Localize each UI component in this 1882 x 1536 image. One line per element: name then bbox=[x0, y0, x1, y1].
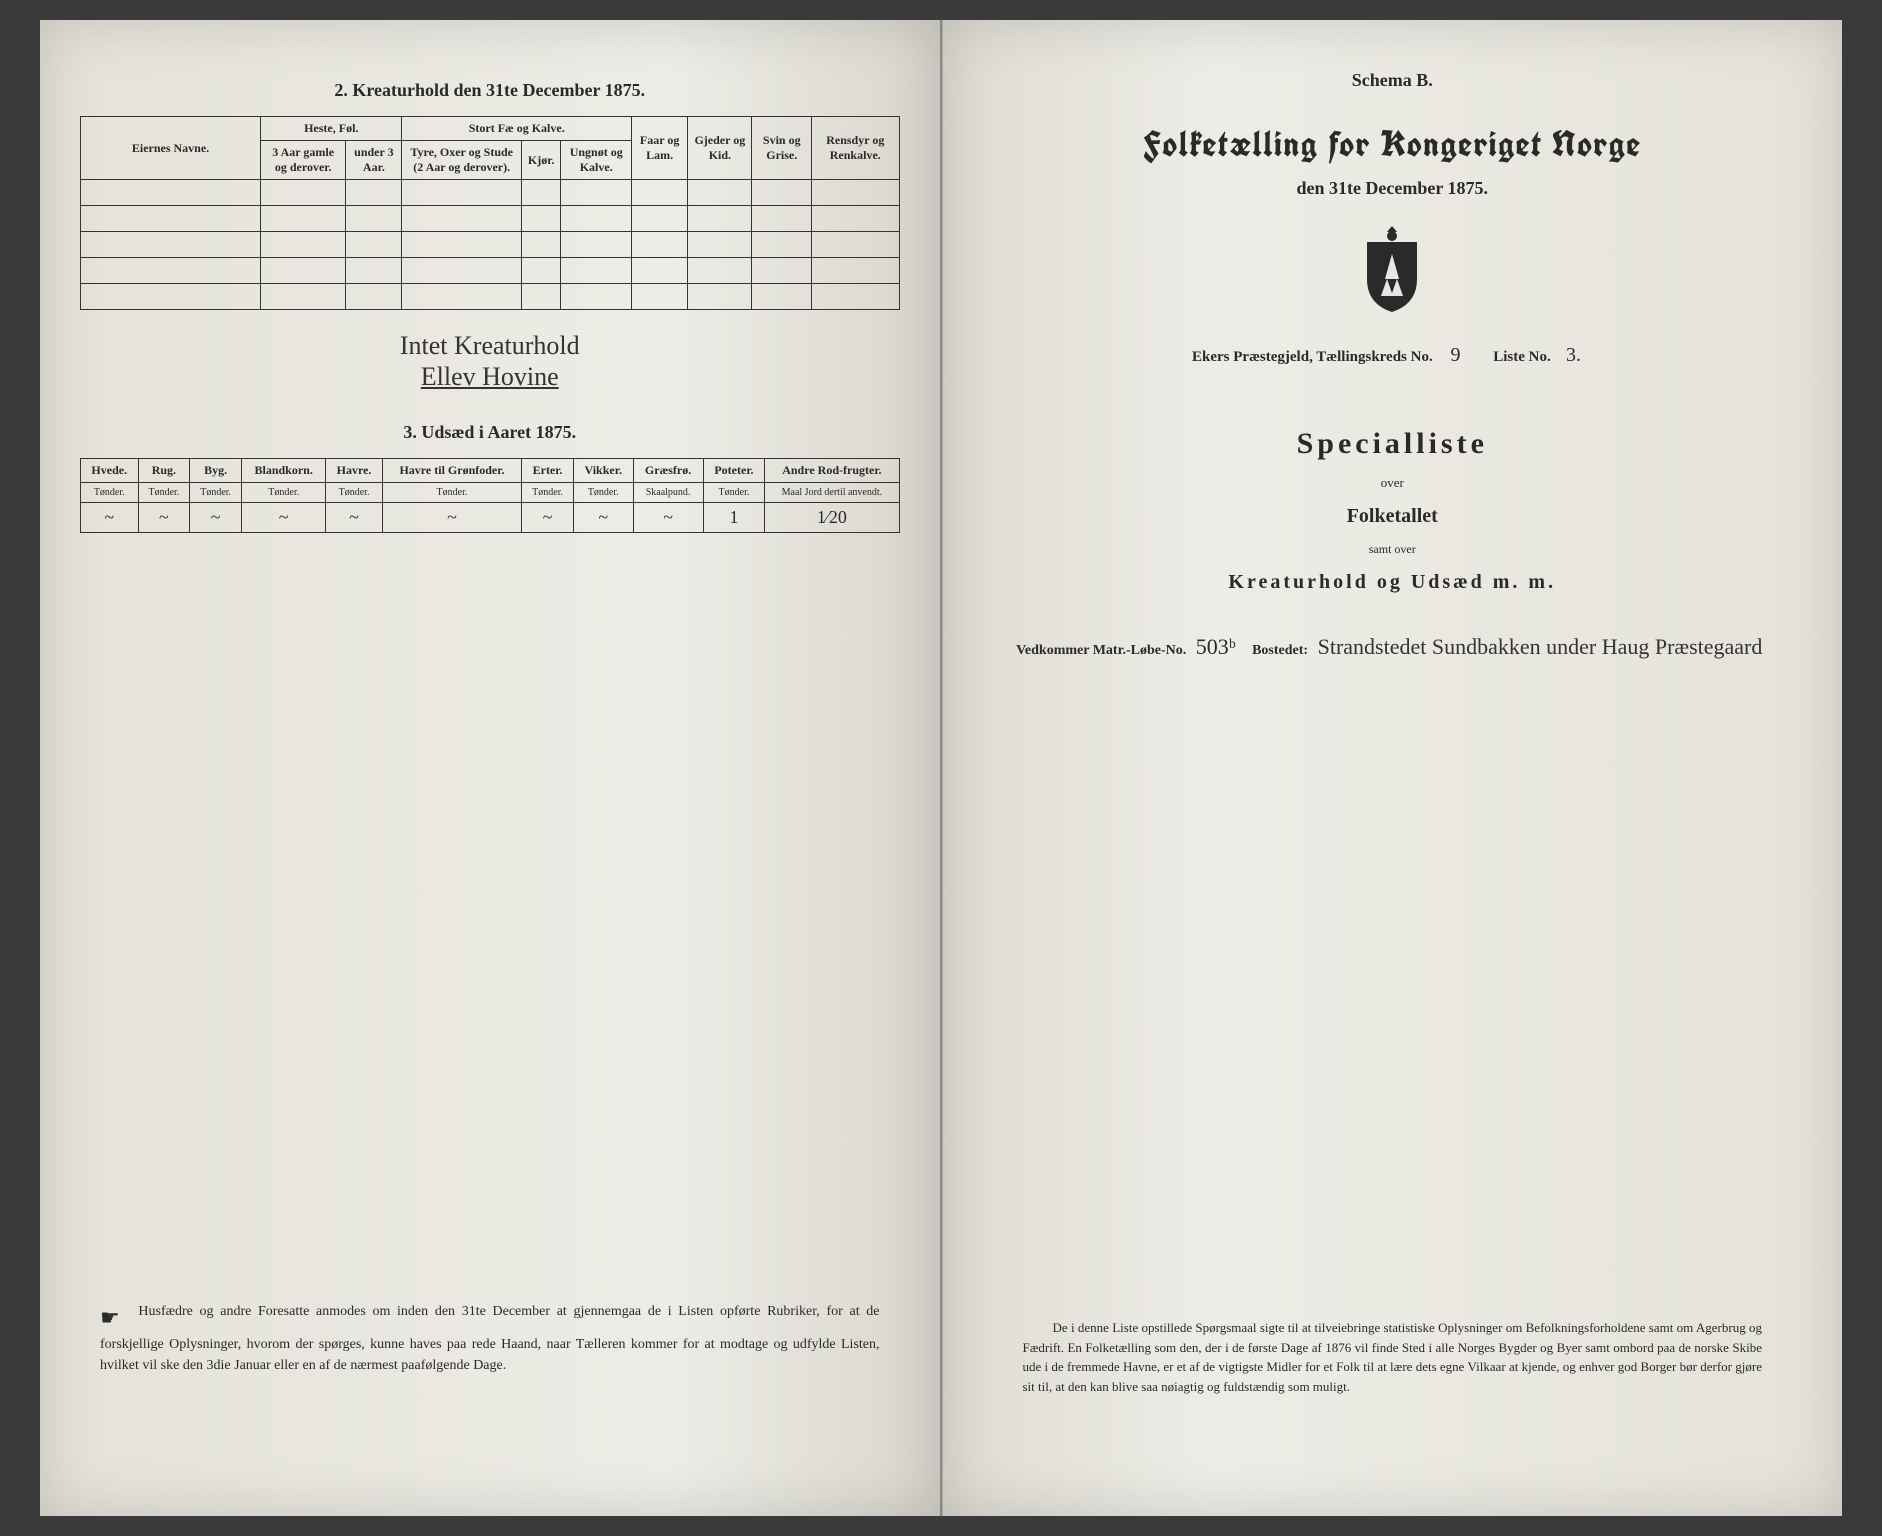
col-unit: Tønder. bbox=[703, 483, 765, 503]
sub-fe-b: Kjør. bbox=[521, 141, 561, 180]
sub-fe-c: Ungnøt og Kalve. bbox=[561, 141, 632, 180]
table2-title: 2. Kreaturhold den 31te December 1875. bbox=[80, 80, 900, 101]
col-header: Havre til Grønfoder. bbox=[382, 459, 521, 483]
kreds-number: 9 bbox=[1440, 344, 1470, 367]
col-header: Blandkorn. bbox=[242, 459, 326, 483]
group-stortfe: Stort Fæ og Kalve. bbox=[402, 117, 632, 141]
sub-heste-a: 3 Aar gamle og derover. bbox=[261, 141, 346, 180]
table-row bbox=[81, 258, 900, 284]
table-row bbox=[81, 206, 900, 232]
col-eier: Eiernes Navne. bbox=[81, 117, 261, 180]
bosted-value: Strandstedet Sundbakken under Haug Præst… bbox=[1318, 634, 1763, 659]
table-row bbox=[81, 284, 900, 310]
col-header: Poteter. bbox=[703, 459, 765, 483]
cell-value: ~ bbox=[138, 503, 190, 533]
parish-line: Ekers Præstegjeld, Tællingskreds No. 9 L… bbox=[983, 344, 1803, 367]
cell-value: ~ bbox=[522, 503, 574, 533]
folketallet-text: Folketallet bbox=[983, 505, 1803, 528]
col-unit: Skaalpund. bbox=[633, 483, 703, 503]
udsaed-table: Hvede.Rug.Byg.Blandkorn.Havre.Havre til … bbox=[80, 458, 900, 533]
handwriting-line2: Ellev Hovine bbox=[421, 362, 559, 391]
liste-number: 3. bbox=[1558, 344, 1588, 367]
col-unit: Maal Jord dertil anvendt. bbox=[765, 483, 899, 503]
col-gjeder: Gjeder og Kid. bbox=[688, 117, 752, 180]
cell-value: 1 bbox=[703, 503, 765, 533]
cell-value: ~ bbox=[190, 503, 242, 533]
schema-label: Schema B. bbox=[983, 70, 1803, 91]
matr-line: Vedkommer Matr.-Løbe-No. 503ᵇ Bostedet: … bbox=[983, 634, 1803, 660]
matr-number: 503ᵇ bbox=[1196, 634, 1236, 659]
handwritten-note: Intet Kreaturhold Ellev Hovine bbox=[80, 330, 900, 392]
cell-value: ~ bbox=[242, 503, 326, 533]
left-footer-note: ☛ Husfædre og andre Foresatte anmodes om… bbox=[100, 1301, 880, 1376]
col-rensdyr: Rensdyr og Renkalve. bbox=[812, 117, 899, 180]
cell-value: ~ bbox=[326, 503, 382, 533]
col-unit: Tønder. bbox=[522, 483, 574, 503]
over-text: over bbox=[983, 475, 1803, 491]
kreatur-line: Kreaturhold og Udsæd m. m. bbox=[983, 571, 1803, 594]
col-svin: Svin og Grise. bbox=[752, 117, 812, 180]
col-header: Andre Rod-frugter. bbox=[765, 459, 899, 483]
table3-title: 3. Udsæd i Aaret 1875. bbox=[80, 422, 900, 443]
bosted-label: Bostedet: bbox=[1252, 643, 1308, 658]
table-row: ~~~~~~~~~11⁄20 bbox=[81, 503, 900, 533]
left-page: 2. Kreaturhold den 31te December 1875. E… bbox=[40, 20, 942, 1516]
pointing-hand-icon: ☛ bbox=[100, 1301, 120, 1334]
col-header: Rug. bbox=[138, 459, 190, 483]
group-heste: Heste, Føl. bbox=[261, 117, 402, 141]
col-unit: Tønder. bbox=[190, 483, 242, 503]
samt-over-text: samt over bbox=[983, 542, 1803, 557]
col-header: Byg. bbox=[190, 459, 242, 483]
matr-prefix: Vedkommer Matr.-Løbe-No. bbox=[1016, 643, 1186, 658]
col-header: Græsfrø. bbox=[633, 459, 703, 483]
table-row bbox=[81, 232, 900, 258]
cell-value: ~ bbox=[573, 503, 633, 533]
kreaturhold-table: Eiernes Navne. Heste, Føl. Stort Fæ og K… bbox=[80, 116, 900, 310]
sub-title: den 31te December 1875. bbox=[983, 178, 1803, 199]
main-title: Folketælling for Kongeriget Norge bbox=[983, 121, 1803, 168]
col-unit: Tønder. bbox=[326, 483, 382, 503]
col-header: Erter. bbox=[522, 459, 574, 483]
col-unit: Tønder. bbox=[242, 483, 326, 503]
cell-value: ~ bbox=[382, 503, 521, 533]
right-footer-note: De i denne Liste opstillede Spørgsmaal s… bbox=[1023, 1318, 1763, 1396]
col-unit: Tønder. bbox=[382, 483, 521, 503]
col-header: Vikker. bbox=[573, 459, 633, 483]
cell-value: ~ bbox=[81, 503, 139, 533]
right-page: Schema B. Folketælling for Kongeriget No… bbox=[942, 20, 1843, 1516]
cell-value: ~ bbox=[633, 503, 703, 533]
cell-value: 1⁄20 bbox=[765, 503, 899, 533]
col-unit: Tønder. bbox=[573, 483, 633, 503]
col-header: Havre. bbox=[326, 459, 382, 483]
sub-heste-b: under 3 Aar. bbox=[346, 141, 402, 180]
parish-prefix: Ekers Præstegjeld, Tællingskreds No. bbox=[1192, 349, 1433, 365]
col-unit: Tønder. bbox=[138, 483, 190, 503]
col-faar: Faar og Lam. bbox=[632, 117, 688, 180]
coat-of-arms-icon bbox=[983, 224, 1803, 319]
footer-text: Husfædre og andre Foresatte anmodes om i… bbox=[100, 1304, 880, 1373]
liste-label: Liste No. bbox=[1493, 349, 1551, 365]
table-row bbox=[81, 180, 900, 206]
col-header: Hvede. bbox=[81, 459, 139, 483]
col-unit: Tønder. bbox=[81, 483, 139, 503]
specialliste-title: Specialliste bbox=[983, 427, 1803, 461]
sub-fe-a: Tyre, Oxer og Stude (2 Aar og derover). bbox=[402, 141, 521, 180]
book-spread: 2. Kreaturhold den 31te December 1875. E… bbox=[40, 20, 1842, 1516]
handwriting-line1: Intet Kreaturhold bbox=[400, 331, 580, 360]
